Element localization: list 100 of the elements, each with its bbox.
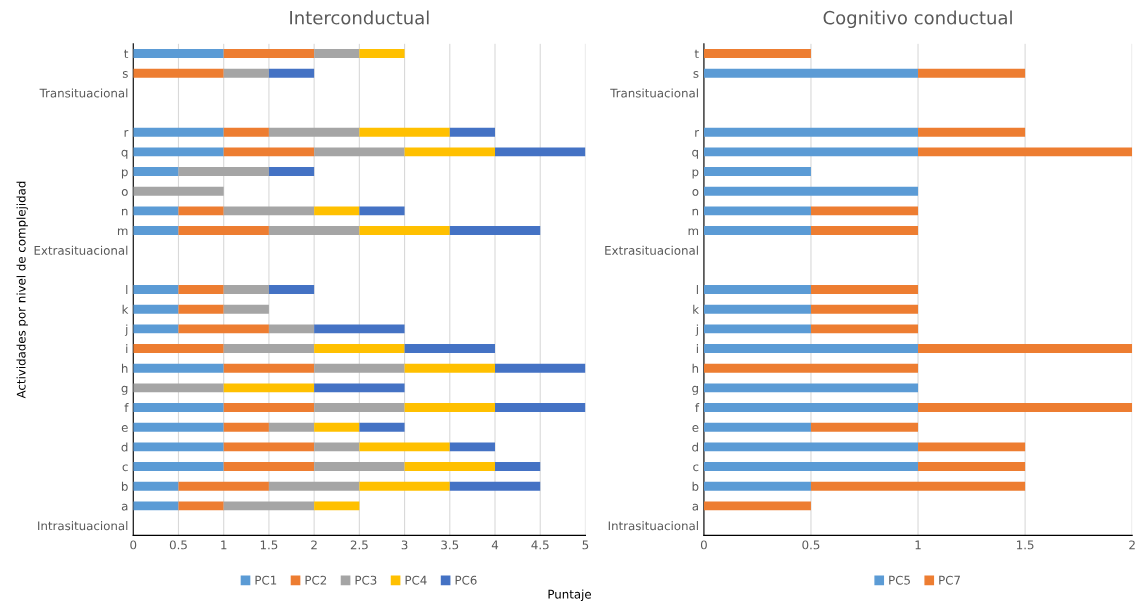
bar [314, 49, 360, 58]
y-tick-label: i [126, 344, 128, 354]
bar [178, 304, 224, 314]
bar [314, 501, 360, 511]
bar [133, 226, 179, 235]
bar [314, 442, 360, 452]
y-tick-label: t [694, 49, 699, 59]
bar [495, 363, 586, 373]
y-tick-label: s [693, 71, 699, 78]
x-tick-label: 0.5 [802, 540, 820, 550]
y-tick-label: Extrasituacional [34, 245, 128, 255]
y-tick-label: Transituacional [39, 88, 128, 98]
bar [133, 186, 224, 196]
bar [449, 442, 496, 452]
bar [703, 462, 919, 471]
bar [178, 206, 224, 216]
bar [268, 422, 315, 432]
bar [223, 422, 269, 432]
bar [359, 226, 450, 235]
bar [918, 403, 1133, 412]
y-tick-label: a [121, 503, 128, 511]
legend-label: PC1 [255, 575, 277, 585]
y-tick-label: o [121, 189, 128, 196]
bar [810, 481, 1026, 491]
bar [359, 127, 450, 137]
y-tick-label: k [122, 304, 129, 314]
y-tick-label: e [692, 425, 699, 432]
bar [359, 481, 450, 491]
bar [223, 442, 315, 452]
bar [223, 462, 315, 471]
bar [268, 481, 360, 491]
y-tick-label: k [693, 304, 700, 314]
bar [133, 442, 224, 452]
bar [810, 285, 919, 294]
bar [223, 285, 269, 294]
bar [133, 127, 224, 137]
legend-label: PC7 [939, 575, 960, 585]
y-tick-label: b [121, 481, 128, 491]
bar [703, 285, 811, 294]
bar [133, 344, 224, 353]
y-tick-label: n [692, 208, 699, 216]
bar [314, 383, 405, 393]
bar [703, 422, 811, 432]
bar [178, 167, 269, 176]
bar [810, 304, 919, 314]
x-tick-label: 1.5 [1017, 540, 1034, 550]
bar [178, 324, 269, 334]
bar [703, 68, 919, 78]
bar [703, 206, 811, 216]
bar [404, 147, 496, 157]
bar [703, 167, 811, 176]
bar [133, 285, 179, 294]
bar [268, 68, 315, 78]
y-tick-label: n [121, 208, 128, 216]
x-tick-label: 3.5 [441, 540, 459, 550]
y-tick-label: b [692, 481, 699, 491]
y-tick-label: a [692, 503, 698, 511]
legend-label: PC6 [455, 575, 477, 585]
bar [404, 363, 496, 373]
bar [133, 363, 224, 373]
bar [268, 226, 360, 235]
bar [918, 147, 1133, 157]
bar [223, 304, 269, 314]
bar [703, 226, 811, 235]
bar [133, 501, 179, 511]
legend-label: PC5 [889, 575, 910, 585]
bar [703, 186, 919, 196]
bar [223, 344, 315, 353]
y-tick-label: g [692, 385, 698, 395]
bar [703, 363, 919, 373]
bar [133, 304, 179, 314]
bar [268, 285, 315, 294]
bar [810, 422, 919, 432]
y-tick-label: o [692, 189, 699, 196]
bar [449, 481, 541, 491]
bar [314, 462, 405, 471]
bar [703, 383, 919, 393]
bar [223, 363, 315, 373]
y-tick-label: h [692, 363, 699, 373]
x-tick-label: 0.5 [169, 540, 187, 550]
bar [133, 422, 224, 432]
legend-label: PC3 [355, 575, 377, 585]
y-tick-label: h [121, 363, 128, 373]
bar [223, 68, 269, 78]
bar [703, 403, 919, 412]
bar [268, 127, 360, 137]
bar [223, 49, 315, 58]
y-tick-label: q [692, 149, 698, 159]
y-tick-label: Transituacional [610, 88, 698, 98]
bar [404, 344, 496, 353]
bar [810, 324, 919, 334]
bar [223, 383, 315, 393]
x-tick-label: 2 [311, 540, 317, 550]
bar [133, 324, 179, 334]
y-tick-label: r [695, 130, 700, 137]
bar [223, 501, 315, 511]
bar [133, 383, 224, 393]
y-axis-title: Actividades por nivel de complejidad [16, 181, 28, 399]
bar [703, 127, 919, 137]
y-tick-label: d [121, 442, 128, 452]
